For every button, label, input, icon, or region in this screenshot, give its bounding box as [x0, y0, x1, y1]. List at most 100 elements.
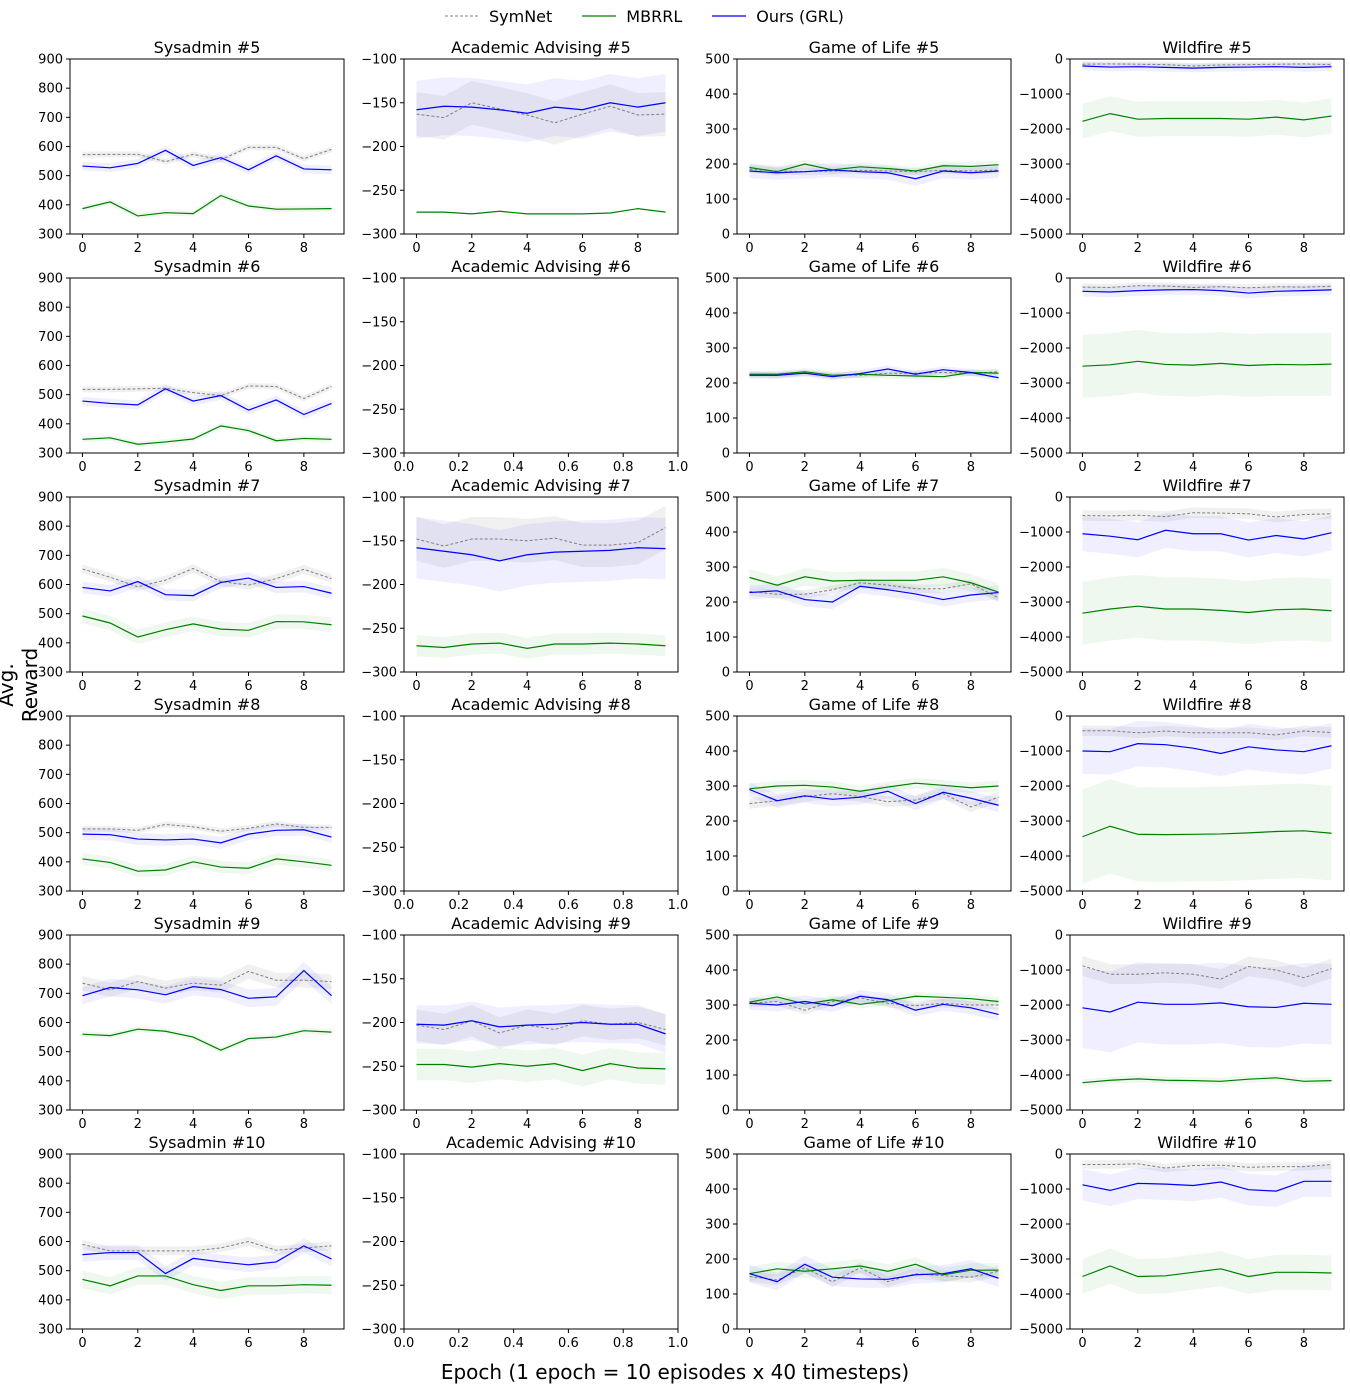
band-mbrrl — [82, 1026, 332, 1054]
series-line-mbrrl — [1082, 1077, 1332, 1084]
subplot-sysadmin-6: Sysadmin #6 300 400 500 600 700 800 900 0 2 4 6 8 — [38, 257, 345, 475]
subplot-wildfire-10: Wildfire #10 −5000 −4000 −3000 −2000 −1000 0 0 2… — [1019, 1133, 1345, 1351]
x-tick-label: 8 — [967, 1336, 975, 1351]
series-line-mbrrl — [749, 995, 999, 1005]
x-tick-label: 0.2 — [448, 460, 469, 475]
y-tick-label: 500 — [705, 710, 730, 725]
x-tick-label: 4 — [856, 1117, 864, 1132]
x-tick-label: 4 — [523, 241, 531, 256]
subplot-title: Game of Life #10 — [804, 1133, 945, 1152]
series-line-mbrrl — [416, 1063, 666, 1072]
y-tick-label: 500 — [38, 388, 63, 403]
series-line-mbrrl — [82, 615, 332, 638]
band-ours-grl — [749, 162, 999, 186]
x-tick-label: 4 — [189, 460, 197, 475]
y-tick-label: −2000 — [1019, 1218, 1063, 1233]
y-tick-label: 900 — [38, 272, 63, 287]
y-tick-label: 900 — [38, 1148, 63, 1163]
y-tick-label: 200 — [705, 377, 730, 392]
y-tick-label: −200 — [361, 797, 397, 812]
series-line-mbrrl — [82, 194, 332, 217]
series-line-mbrrl — [82, 1275, 332, 1292]
y-tick-label: −5000 — [1019, 666, 1063, 681]
plot-frame — [736, 715, 1012, 892]
x-tick-label: 6 — [578, 241, 586, 256]
y-tick-label: 300 — [705, 780, 730, 795]
x-tick-label: 6 — [1244, 898, 1252, 913]
y-tick-label: −4000 — [1019, 1288, 1063, 1303]
y-tick-label: 300 — [38, 666, 63, 681]
subplot-title: Academic Advising #10 — [446, 1133, 636, 1152]
y-tick-label: 200 — [705, 158, 730, 173]
series-line-ours-grl — [1082, 743, 1332, 755]
y-tick-label: −1000 — [1019, 1183, 1063, 1198]
x-tick-label: 0.4 — [503, 1336, 524, 1351]
series-line-ours-grl — [749, 995, 999, 1016]
y-tick-label: 800 — [38, 739, 63, 754]
y-tick-label: 800 — [38, 1177, 63, 1192]
series-line-ours-grl — [749, 788, 999, 806]
series-line-ours-grl — [82, 1245, 332, 1275]
band-symnet — [1082, 507, 1332, 523]
series-line-symnet — [1082, 63, 1332, 67]
series-line-symnet — [1082, 730, 1332, 736]
x-tick-label: 8 — [300, 679, 308, 694]
y-tick-label: −300 — [361, 666, 397, 681]
y-tick-label: 0 — [1055, 929, 1063, 944]
series-line-mbrrl — [749, 782, 999, 792]
plot-frame — [1069, 58, 1345, 235]
band-symnet — [749, 578, 999, 602]
y-tick-label: 500 — [705, 929, 730, 944]
y-tick-label: −150 — [361, 96, 397, 111]
series-line-ours-grl — [749, 585, 999, 603]
x-tick-label: 2 — [468, 241, 476, 256]
y-tick-label: 400 — [38, 1074, 63, 1089]
series-line-mbrrl — [749, 1263, 999, 1276]
band-symnet — [82, 964, 332, 998]
y-tick-label: 700 — [38, 987, 63, 1002]
x-tick-label: 6 — [1244, 1336, 1252, 1351]
x-tick-label: 0 — [745, 679, 753, 694]
x-tick-label: 0 — [1078, 241, 1086, 256]
x-tick-label: 8 — [1300, 1336, 1308, 1351]
y-tick-label: −5000 — [1019, 447, 1063, 462]
y-tick-label: 500 — [38, 1045, 63, 1060]
subplot-title: Wildfire #5 — [1162, 38, 1251, 57]
series-line-ours-grl — [82, 149, 332, 171]
y-tick-label: 900 — [38, 491, 63, 506]
y-tick-label: 700 — [38, 549, 63, 564]
x-tick-label: 8 — [634, 1117, 642, 1132]
band-mbrrl — [749, 568, 999, 601]
series-line-ours-grl — [82, 829, 332, 844]
band-ours-grl — [82, 145, 332, 175]
y-tick-label: −200 — [361, 1016, 397, 1031]
y-tick-label: −4000 — [1019, 631, 1063, 646]
y-tick-label: 700 — [38, 330, 63, 345]
band-ours-grl — [749, 365, 999, 382]
y-tick-label: 0 — [722, 447, 730, 462]
y-tick-label: 600 — [38, 1235, 63, 1250]
band-ours-grl — [1082, 512, 1332, 558]
subplot-wildfire-5: Wildfire #5 −5000 −4000 −3000 −2000 −1000 0 0 2 4… — [1019, 38, 1345, 256]
x-tick-label: 0 — [78, 1117, 86, 1132]
x-tick-label: 2 — [1134, 1336, 1142, 1351]
y-tick-label: 500 — [38, 169, 63, 184]
x-tick-label: 2 — [1134, 1117, 1142, 1132]
y-tick-label: 800 — [38, 520, 63, 535]
x-tick-label: 0 — [745, 898, 753, 913]
y-tick-label: −3000 — [1019, 158, 1063, 173]
y-tick-label: −4000 — [1019, 193, 1063, 208]
legend-item-mbrrl: MBRRL — [582, 7, 682, 26]
legend: SymNet MBRRL Ours (GRL) — [445, 4, 874, 28]
subplot-sysadmin-8: Sysadmin #8 300 400 500 600 700 800 900 0 2 4 6 8 — [38, 695, 345, 913]
y-tick-label: −3000 — [1019, 1253, 1063, 1268]
x-tick-label: 0.8 — [613, 460, 634, 475]
y-tick-label: −4000 — [1019, 1069, 1063, 1084]
x-tick-label: 4 — [1189, 1117, 1197, 1132]
y-tick-label: −100 — [361, 491, 397, 506]
subplot-title: Game of Life #5 — [809, 38, 940, 57]
plot-frame — [403, 715, 679, 892]
band-ours-grl — [749, 989, 999, 1021]
x-tick-label: 8 — [300, 898, 308, 913]
x-tick-label: 0 — [78, 679, 86, 694]
